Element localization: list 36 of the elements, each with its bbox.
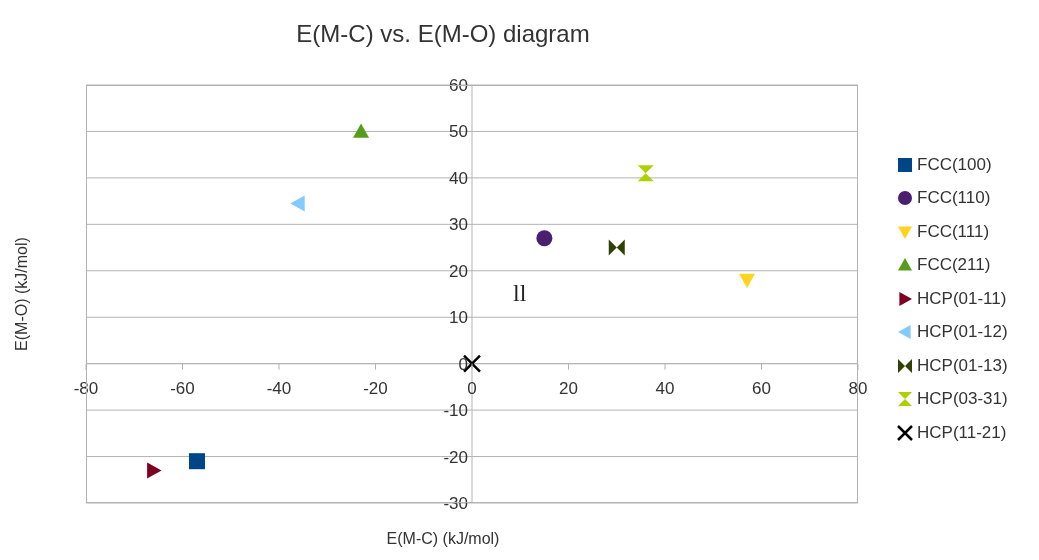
y-tick-label: 40 [449, 168, 468, 188]
y-tick-label: 0 [458, 354, 468, 374]
y-tick-label: -20 [443, 447, 468, 467]
legend-label: FCC(111) [917, 221, 990, 242]
x-tick-label: 20 [559, 378, 578, 398]
y-tick-label: 30 [449, 215, 468, 235]
point [739, 273, 756, 289]
point [188, 453, 205, 470]
x-tick-label: 60 [752, 378, 771, 398]
annotation: ll [513, 280, 527, 307]
point [290, 195, 305, 212]
point [536, 230, 553, 247]
x-tick-label: -20 [363, 378, 388, 398]
legend-label: HCP(01-13) [917, 355, 1008, 376]
legend-label: HCP(01-11) [917, 288, 1007, 309]
point [637, 165, 654, 182]
legend-label: FCC(110) [917, 188, 991, 209]
legend-label: FCC(100) [917, 154, 992, 175]
legend-label: HCP(03-31) [917, 389, 1008, 410]
y-tick-label: 10 [449, 308, 468, 328]
y-tick-label: 20 [449, 261, 468, 281]
legend-label: HCP(11-21) [917, 422, 1007, 443]
y-axis-title: E(M-O) (kJ/mol) [13, 237, 31, 351]
x-tick-label: 80 [848, 378, 868, 398]
y-tick-label: -10 [443, 401, 468, 421]
x-axis-title: E(M-C) (kJ/mol) [385, 530, 501, 548]
legend-label: HCP(01-12) [917, 322, 1008, 343]
point [353, 123, 370, 138]
x-tick-label: -40 [266, 378, 292, 398]
point [608, 239, 625, 256]
legend-label: FCC(211) [917, 255, 991, 276]
y-tick-label: 50 [449, 122, 468, 142]
x-tick-label: -60 [170, 378, 195, 398]
point [147, 462, 162, 479]
chart-title: E(M-C) vs. E(M-O) diagram [295, 20, 591, 48]
x-tick-label: 40 [655, 378, 675, 398]
